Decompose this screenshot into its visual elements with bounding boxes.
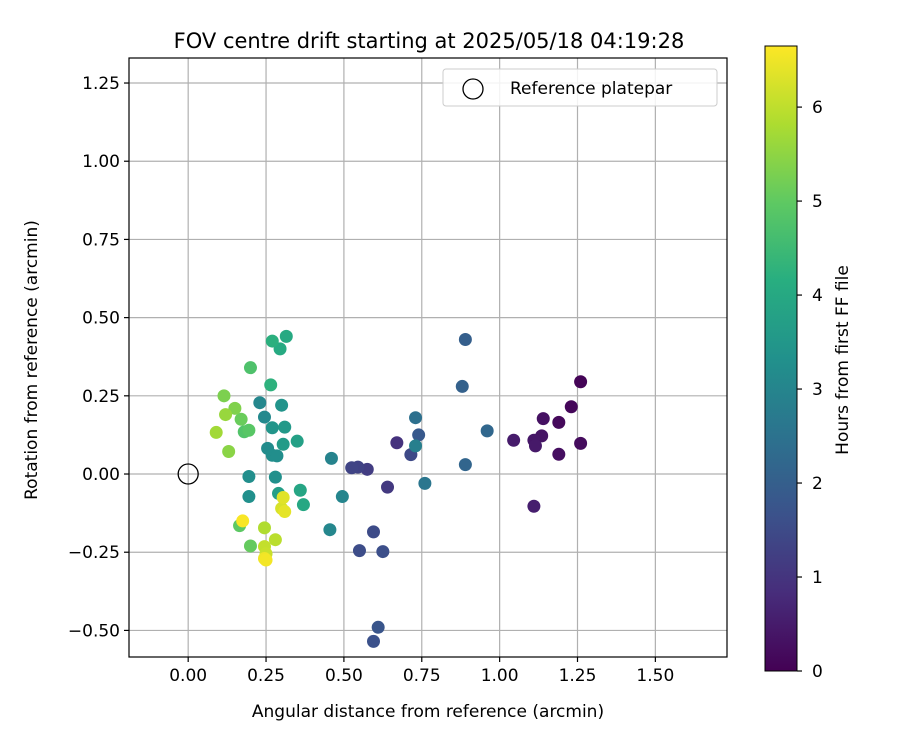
x-tick-label: 1.25 [559,666,597,686]
x-tick-label: 1.00 [481,666,519,686]
data-point [412,428,426,442]
colorbar-title: Hours from first FF file [833,265,853,455]
plot-frame [128,57,728,658]
data-point [279,329,293,343]
data-point [574,375,588,389]
data-point [278,505,292,519]
data-point [528,439,542,453]
y-axis-title: Rotation from reference (arcmin) [22,220,42,500]
colorbar-tick-label: 3 [812,380,823,400]
data-point [293,483,307,497]
y-tick-label: 0.25 [82,387,120,407]
data-point [234,412,248,426]
data-point [376,545,390,559]
colorbar-tick-label: 1 [812,568,823,588]
x-tick-label: 0.75 [403,666,441,686]
data-point [324,451,338,465]
data-point [371,620,385,634]
colorbar-tick-label: 2 [812,474,823,494]
data-point [390,436,404,450]
data-point [257,521,271,535]
data-point [366,525,380,539]
data-point [276,437,290,451]
data-point [352,544,366,558]
data-point [276,490,290,504]
y-tick-label: −0.25 [68,543,120,563]
data-point [480,424,494,438]
data-point [552,447,566,461]
y-tick-label: 0.00 [82,465,120,485]
data-point [270,449,284,463]
data-point [242,470,256,484]
data-point [253,396,267,410]
data-point [455,379,469,393]
legend: Reference platepar [442,68,718,107]
data-point [381,480,395,494]
data-point [296,498,310,512]
data-point [418,476,432,490]
data-point [228,401,242,415]
data-point [222,444,236,458]
colorbar-gradient [764,45,798,672]
y-tick-label: 1.25 [82,74,120,94]
data-point [345,461,359,475]
data-point [265,421,279,435]
data-point [268,470,282,484]
grid-lines [129,58,727,657]
colorbar-tick-label: 0 [812,662,823,682]
data-point [265,334,279,348]
data-point [264,378,278,392]
y-tick-label: 0.75 [82,230,120,250]
data-point [335,490,349,504]
data-point [257,410,271,424]
reference-platepar-marker [177,463,199,485]
data-point [219,408,233,422]
data-point [536,412,550,426]
data-points [209,329,588,648]
x-tick-label: 0.00 [169,666,207,686]
data-point [574,436,588,450]
legend-label: Reference platepar [510,79,672,99]
data-point [458,458,472,472]
data-point [275,398,289,412]
legend-marker-icon [462,78,484,100]
colorbar-ticks: 0 1 2 3 4 5 6 [797,98,823,682]
y-tick-label: 0.50 [82,309,120,329]
data-point [527,499,541,513]
colorbar: 0 1 2 3 4 5 6 Hours from first FF file [764,45,853,682]
colorbar-tick-label: 4 [812,286,823,306]
data-point [259,553,273,567]
legend-box [442,68,718,107]
colorbar-tick-label: 6 [812,98,823,118]
data-point [278,420,292,434]
data-point [290,434,304,448]
data-point [243,539,257,553]
data-point [242,490,256,504]
data-point [268,533,282,547]
tick-labels: 0.00 0.25 0.50 0.75 1.00 1.25 1.50 −0.50 −0.25 0.… [68,74,674,686]
data-point [507,433,521,447]
y-tick-label: 1.00 [82,152,120,172]
colorbar-tick-label: 5 [812,192,823,212]
x-tick-label: 0.25 [247,666,285,686]
x-tick-label: 0.50 [325,666,363,686]
data-point [209,425,223,439]
data-point [409,439,423,453]
data-point [552,415,566,429]
data-point [323,523,337,537]
y-tick-label: −0.50 [68,621,120,641]
data-point [458,333,472,347]
data-point [366,634,380,648]
x-tick-label: 1.50 [636,666,674,686]
data-point [217,389,231,403]
chart-title: FOV centre drift starting at 2025/05/18 … [174,29,685,53]
x-axis-title: Angular distance from reference (arcmin) [252,702,604,722]
data-point [564,400,578,414]
data-point [236,514,250,528]
data-point [409,411,423,425]
data-point [242,423,256,437]
data-point [243,361,257,375]
